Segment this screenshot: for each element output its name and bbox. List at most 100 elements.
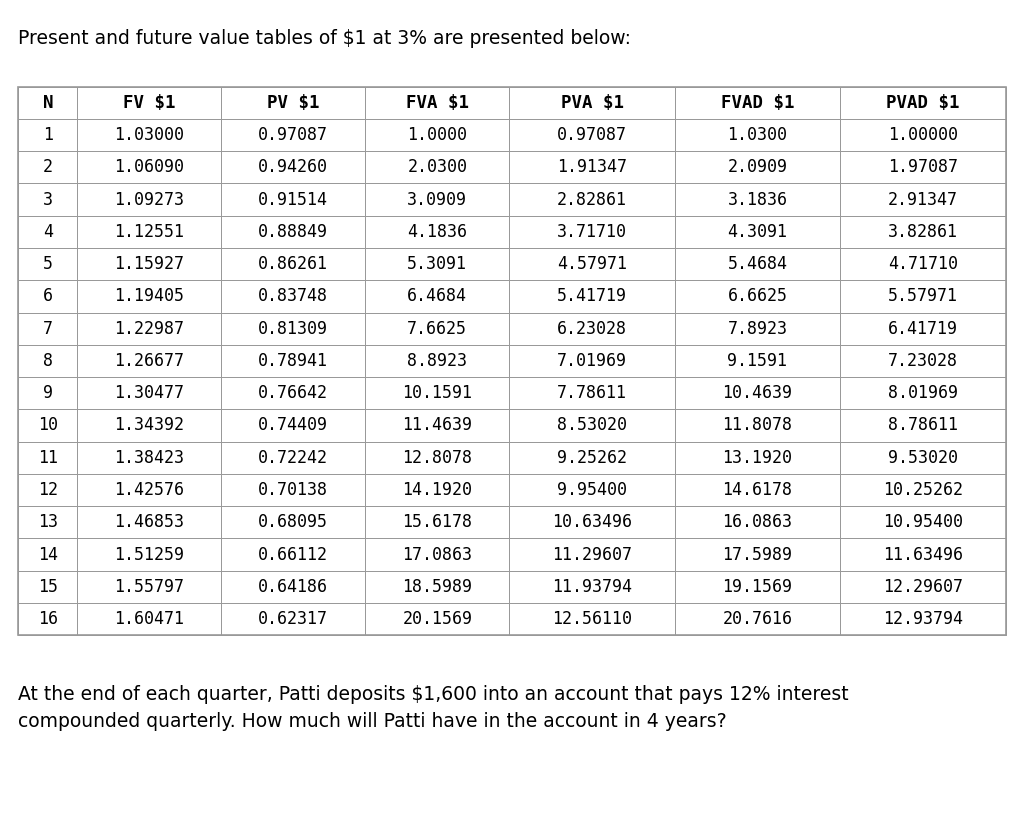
Bar — [366, 119, 509, 151]
Text: 1.06090: 1.06090 — [114, 158, 184, 177]
Bar — [675, 345, 840, 377]
Text: 12.29607: 12.29607 — [883, 578, 963, 596]
Bar — [509, 603, 675, 635]
Bar — [675, 215, 840, 248]
Text: 0.86261: 0.86261 — [258, 255, 329, 273]
Bar — [77, 345, 221, 377]
Text: 20.7616: 20.7616 — [723, 610, 793, 628]
Bar — [18, 571, 77, 603]
Text: 4.57971: 4.57971 — [557, 255, 627, 273]
Text: 9.53020: 9.53020 — [888, 449, 957, 467]
Text: 9.95400: 9.95400 — [557, 481, 627, 499]
Text: 6.23028: 6.23028 — [557, 319, 627, 337]
Text: 10.63496: 10.63496 — [552, 513, 632, 531]
Bar — [221, 507, 366, 539]
Text: 0.70138: 0.70138 — [258, 481, 329, 499]
Text: 0.74409: 0.74409 — [258, 417, 329, 435]
Bar — [221, 313, 366, 345]
Text: 1.38423: 1.38423 — [114, 449, 184, 467]
Bar — [77, 474, 221, 507]
Bar — [675, 313, 840, 345]
Text: 10.1591: 10.1591 — [402, 384, 472, 403]
Bar — [509, 474, 675, 507]
Bar — [840, 280, 1006, 313]
Bar — [509, 248, 675, 280]
Text: 3.0909: 3.0909 — [408, 191, 467, 209]
Text: 12.93794: 12.93794 — [883, 610, 963, 628]
Text: 5.3091: 5.3091 — [408, 255, 467, 273]
Text: 1.60471: 1.60471 — [114, 610, 184, 628]
Bar — [675, 87, 840, 119]
Bar — [77, 571, 221, 603]
Bar — [18, 474, 77, 507]
Text: 4: 4 — [43, 223, 53, 241]
Text: 1.97087: 1.97087 — [888, 158, 957, 177]
Text: 15.6178: 15.6178 — [402, 513, 472, 531]
Text: 2: 2 — [43, 158, 53, 177]
Bar — [221, 151, 366, 183]
Text: 4.1836: 4.1836 — [408, 223, 467, 241]
Text: 16.0863: 16.0863 — [723, 513, 793, 531]
Bar — [509, 539, 675, 571]
Bar — [840, 474, 1006, 507]
Bar — [509, 441, 675, 474]
Bar — [675, 571, 840, 603]
Bar — [840, 151, 1006, 183]
Bar — [509, 507, 675, 539]
Text: 1.0300: 1.0300 — [727, 126, 787, 144]
Text: 9.1591: 9.1591 — [727, 352, 787, 370]
Text: 0.91514: 0.91514 — [258, 191, 329, 209]
Text: 0.97087: 0.97087 — [258, 126, 329, 144]
Bar — [675, 507, 840, 539]
Bar — [18, 280, 77, 313]
Text: 2.91347: 2.91347 — [888, 191, 957, 209]
Text: 0.97087: 0.97087 — [557, 126, 627, 144]
Text: 0.64186: 0.64186 — [258, 578, 329, 596]
Text: 7.6625: 7.6625 — [408, 319, 467, 337]
Text: 3: 3 — [43, 191, 53, 209]
Text: 5.4684: 5.4684 — [727, 255, 787, 273]
Bar — [18, 87, 77, 119]
Text: 5.41719: 5.41719 — [557, 287, 627, 305]
Bar — [840, 215, 1006, 248]
Bar — [77, 119, 221, 151]
Text: 6.4684: 6.4684 — [408, 287, 467, 305]
Bar — [840, 248, 1006, 280]
Bar — [509, 313, 675, 345]
Bar — [77, 183, 221, 215]
Text: 19.1569: 19.1569 — [723, 578, 793, 596]
Bar — [18, 248, 77, 280]
Bar — [77, 409, 221, 441]
Bar — [366, 313, 509, 345]
Text: 14.6178: 14.6178 — [723, 481, 793, 499]
Text: 13: 13 — [38, 513, 57, 531]
Bar — [366, 215, 509, 248]
Text: 1.03000: 1.03000 — [114, 126, 184, 144]
Bar — [366, 183, 509, 215]
Text: 6: 6 — [43, 287, 53, 305]
Bar — [221, 345, 366, 377]
Bar — [18, 377, 77, 409]
Text: 0.94260: 0.94260 — [258, 158, 329, 177]
Text: 0.88849: 0.88849 — [258, 223, 329, 241]
Bar — [675, 441, 840, 474]
Text: 11.8078: 11.8078 — [723, 417, 793, 435]
Text: 15: 15 — [38, 578, 57, 596]
Text: 11.63496: 11.63496 — [883, 545, 963, 563]
Text: 10: 10 — [38, 417, 57, 435]
Bar — [509, 215, 675, 248]
Bar — [675, 409, 840, 441]
Text: 1.46853: 1.46853 — [114, 513, 184, 531]
Text: 2.0909: 2.0909 — [727, 158, 787, 177]
Bar — [221, 603, 366, 635]
Text: 1.0000: 1.0000 — [408, 126, 467, 144]
Bar — [840, 87, 1006, 119]
Text: PVAD $1: PVAD $1 — [886, 94, 959, 111]
Text: 1.30477: 1.30477 — [114, 384, 184, 403]
Bar — [509, 377, 675, 409]
Bar — [675, 280, 840, 313]
Text: 0.81309: 0.81309 — [258, 319, 329, 337]
Text: 1.15927: 1.15927 — [114, 255, 184, 273]
Text: 20.1569: 20.1569 — [402, 610, 472, 628]
Bar — [840, 539, 1006, 571]
